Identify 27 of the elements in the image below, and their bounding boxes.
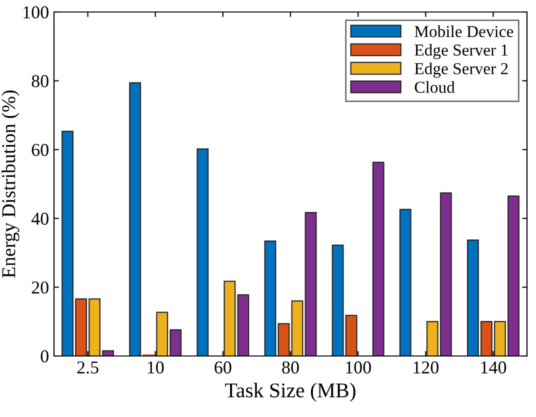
y-tick-label: 40 bbox=[31, 212, 48, 225]
x-tick-label: 120 bbox=[414, 361, 438, 374]
bar bbox=[129, 82, 142, 356]
x-tick-label: 140 bbox=[481, 361, 506, 374]
y-tick-label: 0 bbox=[40, 350, 48, 362]
y-tick-label: 60 bbox=[32, 144, 48, 156]
x-axis-title: Task Size (MB) bbox=[225, 382, 356, 402]
x-tick-label: 10 bbox=[148, 361, 164, 374]
bar bbox=[278, 323, 290, 356]
bar bbox=[304, 212, 317, 356]
bar bbox=[264, 240, 276, 356]
bar bbox=[291, 300, 304, 356]
x-tick-label: 80 bbox=[282, 361, 299, 374]
x-tick-label: 100 bbox=[346, 361, 371, 374]
y-axis-title: Energy Distribution (%) bbox=[2, 90, 20, 278]
x-tick-label: 2.5 bbox=[77, 361, 98, 374]
x-tick-label: 60 bbox=[214, 361, 232, 374]
legend-label: Mobile Device bbox=[414, 25, 514, 38]
bar bbox=[399, 208, 412, 356]
legend-label: Edge Server 2 bbox=[414, 62, 508, 78]
bar bbox=[372, 162, 384, 356]
legend-label: Edge Server 1 bbox=[414, 44, 508, 60]
y-tick-label: 80 bbox=[32, 75, 48, 88]
y-tick-label: 20 bbox=[32, 281, 48, 294]
y-tick-label: 100 bbox=[24, 6, 48, 18]
legend-label: Cloud bbox=[414, 81, 455, 93]
bar bbox=[196, 148, 209, 356]
